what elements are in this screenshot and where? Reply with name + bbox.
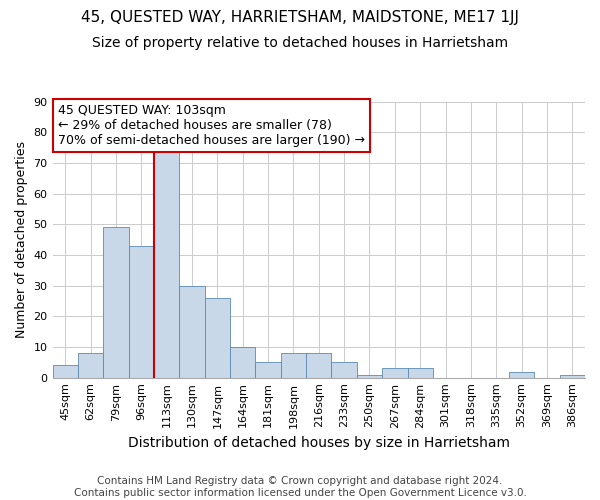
Text: 45 QUESTED WAY: 103sqm
← 29% of detached houses are smaller (78)
70% of semi-det: 45 QUESTED WAY: 103sqm ← 29% of detached… bbox=[58, 104, 365, 148]
Bar bbox=[281, 353, 306, 378]
Bar bbox=[103, 228, 128, 378]
X-axis label: Distribution of detached houses by size in Harrietsham: Distribution of detached houses by size … bbox=[128, 436, 510, 450]
Bar bbox=[128, 246, 154, 378]
Text: Contains HM Land Registry data © Crown copyright and database right 2024.
Contai: Contains HM Land Registry data © Crown c… bbox=[74, 476, 526, 498]
Bar bbox=[53, 366, 78, 378]
Bar bbox=[205, 298, 230, 378]
Bar bbox=[357, 374, 382, 378]
Text: 45, QUESTED WAY, HARRIETSHAM, MAIDSTONE, ME17 1JJ: 45, QUESTED WAY, HARRIETSHAM, MAIDSTONE,… bbox=[81, 10, 519, 25]
Bar bbox=[256, 362, 281, 378]
Bar bbox=[78, 353, 103, 378]
Y-axis label: Number of detached properties: Number of detached properties bbox=[15, 141, 28, 338]
Bar bbox=[407, 368, 433, 378]
Bar bbox=[560, 374, 585, 378]
Bar bbox=[230, 347, 256, 378]
Bar bbox=[306, 353, 331, 378]
Bar bbox=[179, 286, 205, 378]
Text: Size of property relative to detached houses in Harrietsham: Size of property relative to detached ho… bbox=[92, 36, 508, 50]
Bar bbox=[154, 150, 179, 378]
Bar bbox=[382, 368, 407, 378]
Bar bbox=[509, 372, 534, 378]
Bar bbox=[331, 362, 357, 378]
